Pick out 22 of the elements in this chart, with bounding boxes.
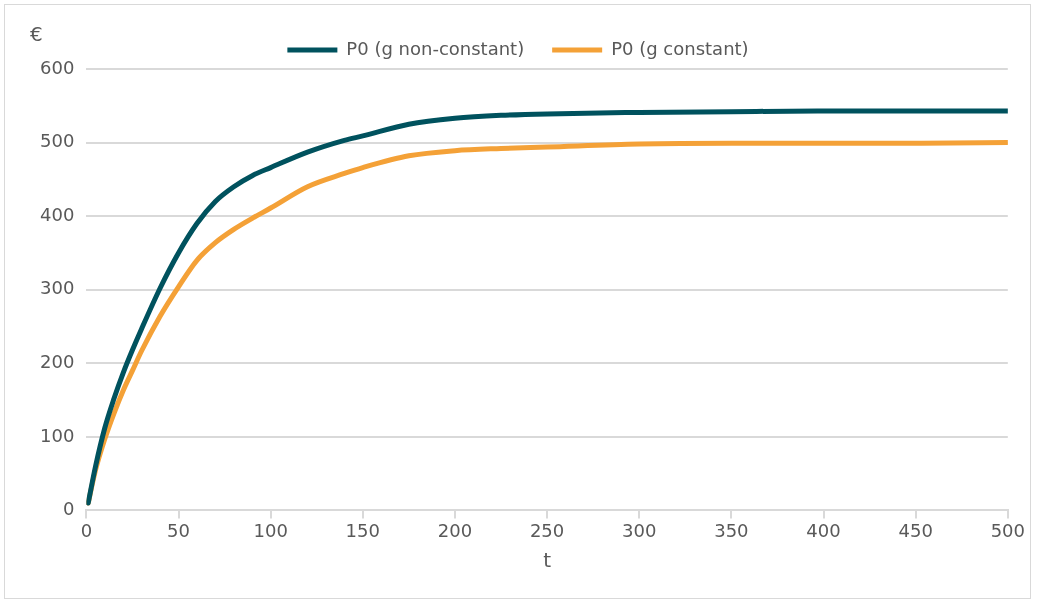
y-tick-label: 300 — [40, 277, 75, 299]
x-tick-label: 350 — [714, 519, 749, 541]
x-tick-label: 150 — [345, 519, 380, 541]
y-tick-label: 200 — [40, 350, 75, 372]
legend-label: P0 (g constant) — [611, 37, 749, 59]
x-tick-label: 250 — [529, 519, 565, 541]
x-tick-label: 200 — [437, 519, 473, 541]
legend-label: P0 (g non-constant) — [346, 37, 525, 59]
y-tick-label: 0 — [62, 498, 75, 520]
y-tick-label: 100 — [40, 424, 75, 446]
y-axis-title: € — [30, 22, 43, 46]
x-tick-label: 450 — [898, 519, 933, 541]
x-axis-title: t — [543, 548, 552, 573]
x-tick-label: 0 — [80, 519, 93, 541]
y-tick-label: 600 — [40, 56, 75, 78]
x-tick-label: 300 — [622, 519, 657, 541]
y-tick-label: 400 — [40, 203, 75, 225]
x-tick-label: 400 — [806, 519, 841, 541]
x-tick-label: 500 — [990, 519, 1025, 541]
y-tick-label: 500 — [40, 130, 75, 152]
x-tick-label: 100 — [253, 519, 288, 541]
x-tick-label: 50 — [167, 519, 190, 541]
